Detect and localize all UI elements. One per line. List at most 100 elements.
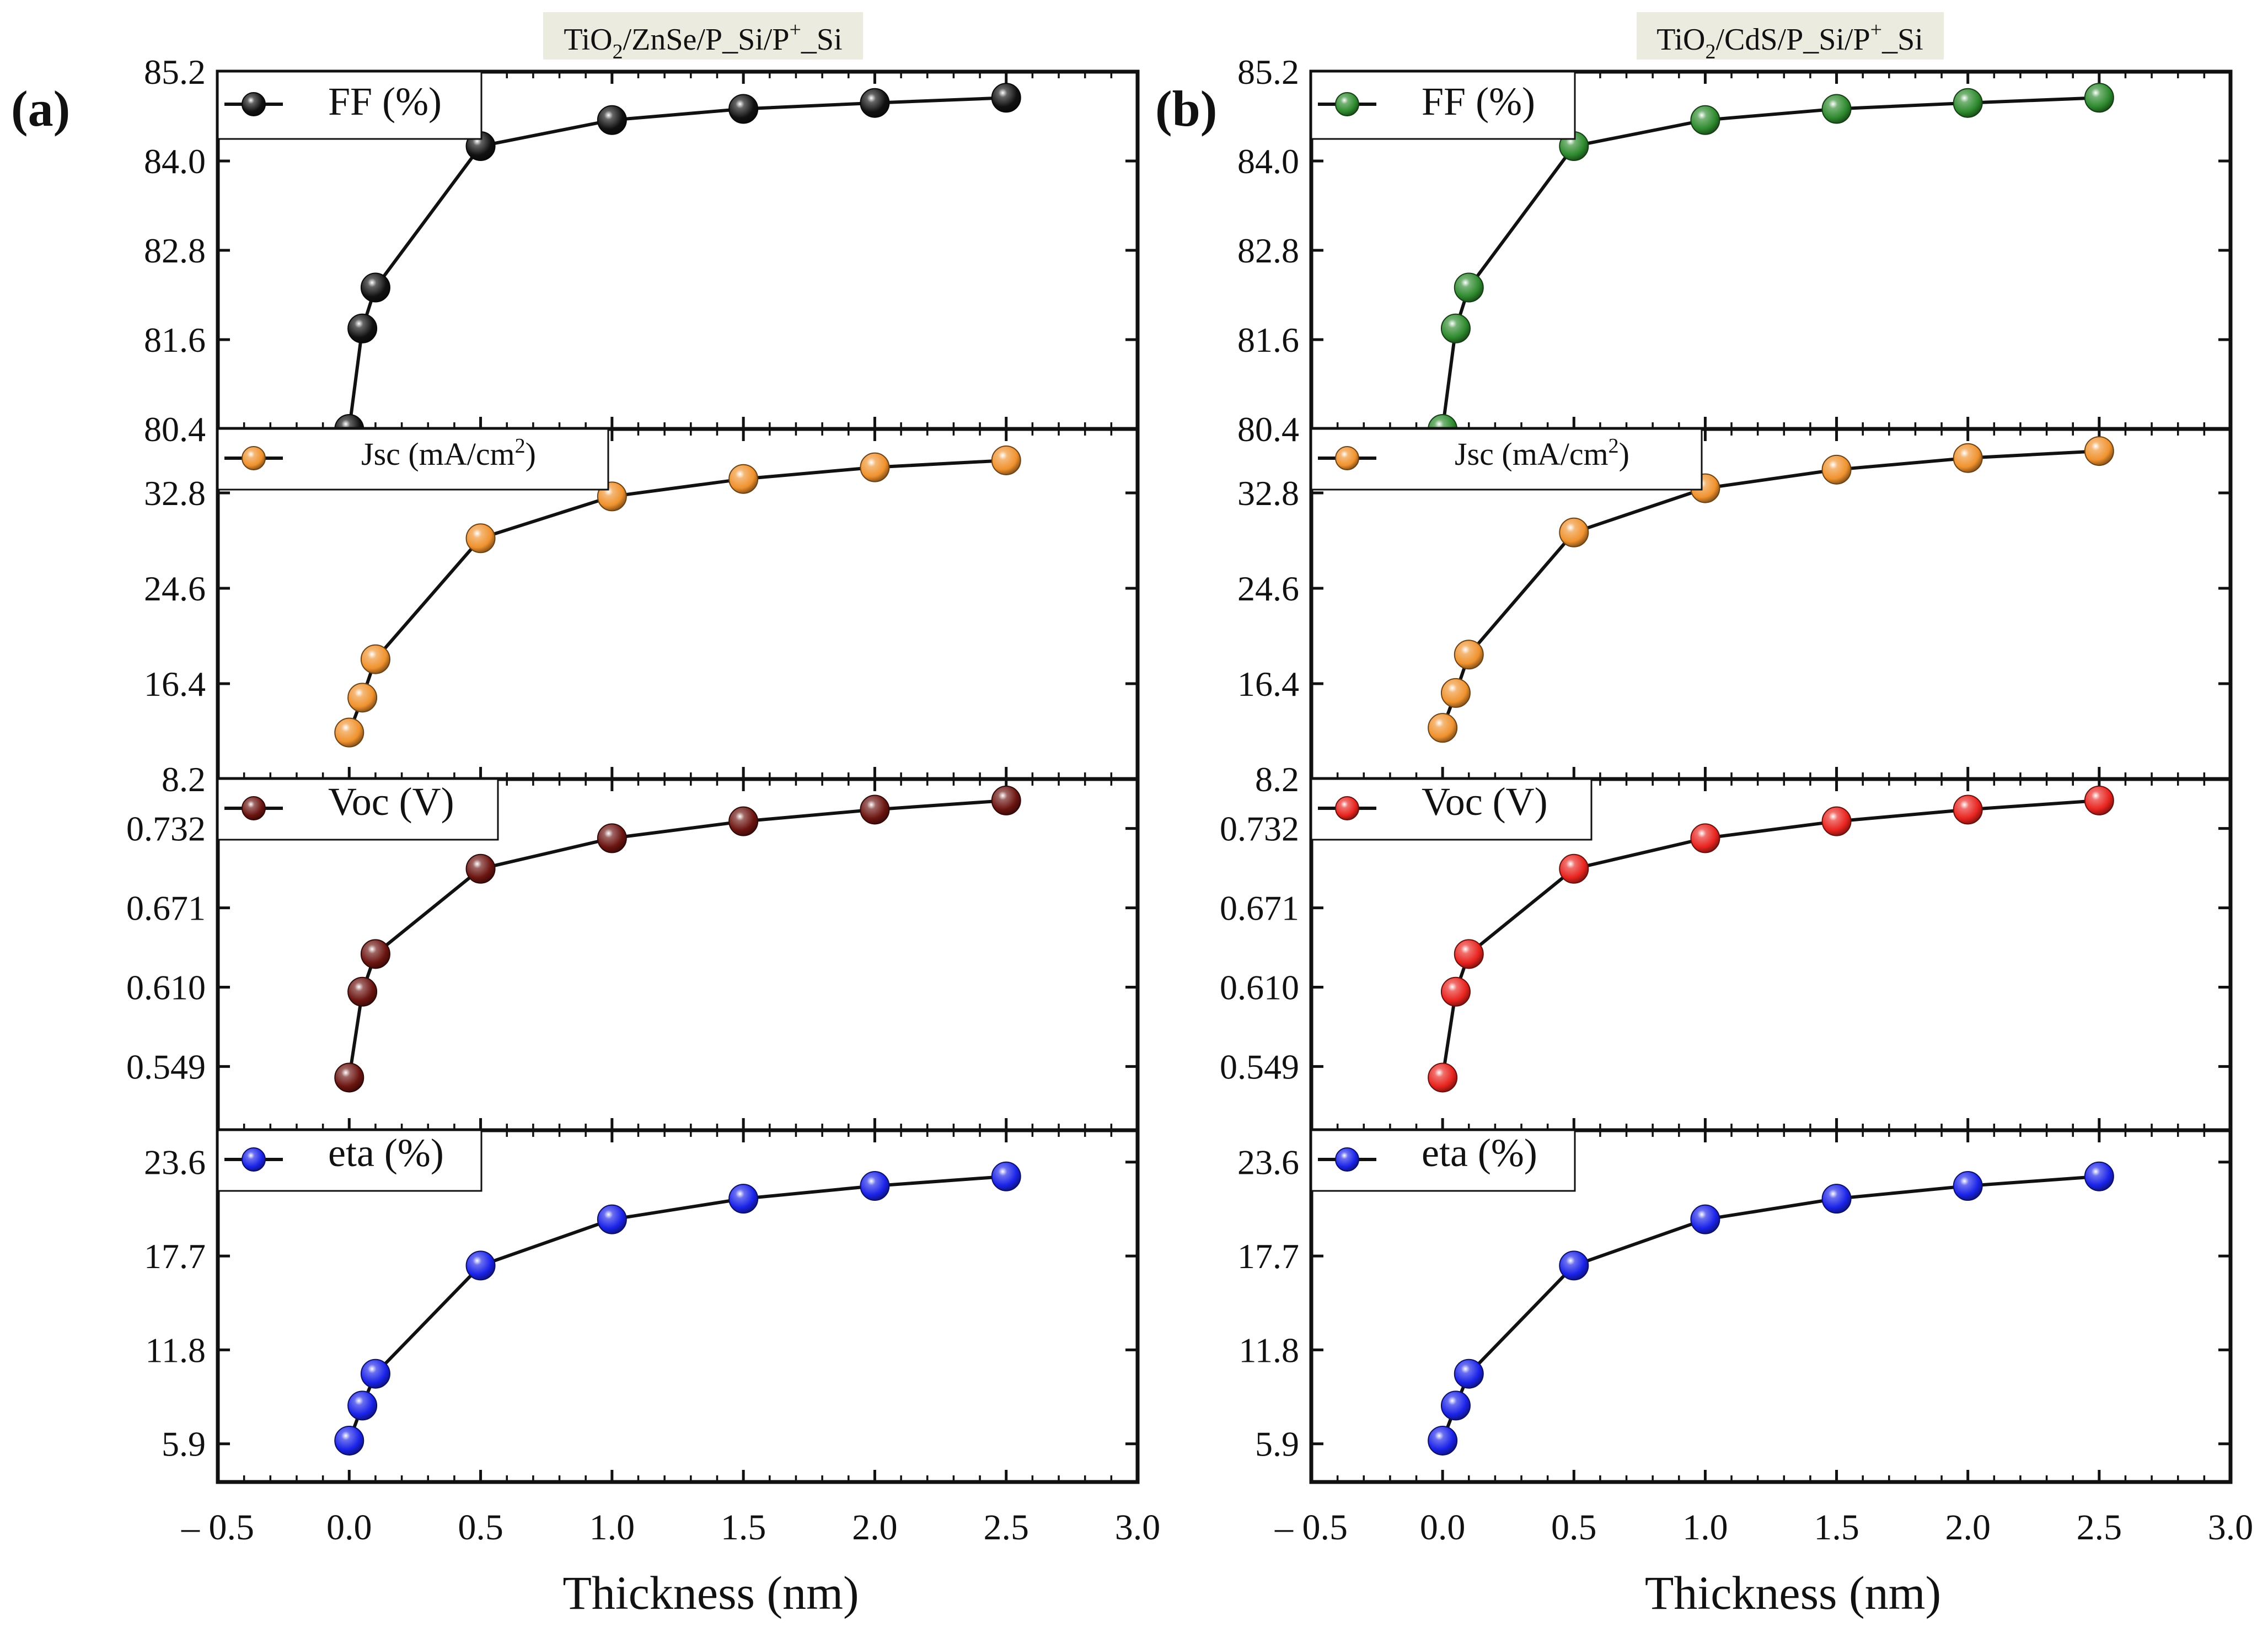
- data-point: [597, 823, 627, 853]
- data-point: [860, 794, 890, 825]
- data-point: [2084, 785, 2114, 815]
- title-part: /ZnSe/P_Si/P: [623, 23, 790, 57]
- panel-letter: (a): [11, 80, 70, 137]
- subplot-ff: 85.2 84.0 82.8 81.6 80.4 FF (%): [1237, 52, 2233, 449]
- title-part: TiO: [1656, 23, 1705, 57]
- panel-a: (a)TiO2/ZnSe/P_Si/P+_Si85.284.082.881.68…: [11, 12, 1160, 1619]
- y-tick-label: 8.2: [162, 760, 206, 799]
- legend: FF (%): [1310, 71, 1576, 140]
- y-tick-label: 84.0: [1237, 142, 1299, 181]
- y-tick-label: 0.671: [1220, 889, 1299, 928]
- y-tick-label: 0.549: [126, 1047, 206, 1086]
- data-point: [1454, 640, 1484, 670]
- x-tick-label: 0.0: [1420, 1507, 1466, 1548]
- data-point: [860, 1171, 890, 1201]
- y-tick-label: 24.6: [1237, 569, 1299, 608]
- panel-letter: (b): [1155, 80, 1217, 137]
- data-point: [991, 83, 1021, 113]
- data-point: [334, 717, 364, 748]
- subplot-eta: 23.6 17.7 11.8 5.9 eta (%): [1237, 1128, 2233, 1484]
- y-tick-label: 23.6: [1237, 1143, 1299, 1182]
- data-point: [2084, 436, 2114, 466]
- y-tick-label: 5.9: [1255, 1425, 1299, 1464]
- y-tick-label: 81.6: [1237, 320, 1299, 359]
- legend-label-part: ): [526, 436, 536, 472]
- data-point: [1821, 806, 1852, 836]
- legend-marker: [1335, 796, 1359, 820]
- data-point: [1559, 853, 1589, 884]
- y-tick-label: 80.4: [1237, 410, 1299, 449]
- legend-label: Jsc (mA/cm2): [1455, 434, 1629, 472]
- data-point: [1953, 1171, 1983, 1201]
- data-point: [334, 1425, 364, 1456]
- legend: Jsc (mA/cm2): [1310, 428, 1703, 491]
- data-point: [2084, 1161, 2114, 1191]
- y-tick-label: 32.8: [144, 474, 206, 513]
- x-tick-label: 0.5: [458, 1507, 503, 1548]
- data-point: [1428, 1425, 1458, 1456]
- y-tick-label: 17.7: [1237, 1237, 1299, 1276]
- legend-superscript: 2: [515, 434, 526, 458]
- y-tick-label: 85.2: [144, 52, 206, 92]
- data-point: [860, 88, 890, 118]
- x-tick-label: 2.5: [2077, 1507, 2122, 1548]
- data-point: [360, 939, 390, 969]
- x-tick-label: – 0.5: [1274, 1507, 1348, 1548]
- data-point: [1559, 1250, 1589, 1281]
- subplot-ff: 85.2 84.0 82.8 81.6 80.4 FF (%): [144, 52, 1140, 449]
- data-point: [728, 464, 759, 494]
- y-tick-label: 5.9: [162, 1425, 206, 1464]
- data-point: [728, 806, 759, 836]
- data-point: [1690, 1204, 1720, 1234]
- legend-label: FF (%): [1422, 79, 1535, 123]
- plot-frame: [216, 1128, 1140, 1484]
- legend: Jsc (mA/cm2): [217, 428, 609, 491]
- x-tick-label: 0.0: [326, 1507, 372, 1548]
- title-part: _Si: [801, 23, 843, 57]
- y-tick-label: 0.671: [126, 889, 206, 928]
- y-tick-label: 24.6: [144, 569, 206, 608]
- data-point: [360, 644, 390, 674]
- data-point: [1690, 823, 1720, 853]
- y-tick-label: 84.0: [144, 142, 206, 181]
- series-line: [1441, 798, 2100, 1078]
- y-tick-label: 80.4: [144, 410, 206, 449]
- legend-label-part: Jsc (mA/cm: [1455, 436, 1608, 472]
- data-point: [1454, 272, 1484, 303]
- data-point: [1821, 454, 1852, 485]
- data-point: [1440, 678, 1471, 708]
- data-point: [860, 452, 890, 482]
- legend-label: eta (%): [1422, 1131, 1537, 1175]
- data-point: [991, 785, 1021, 815]
- legend: eta (%): [217, 1129, 482, 1192]
- legend-marker: [1335, 1147, 1359, 1172]
- legend-marker: [242, 446, 266, 470]
- data-point: [991, 1161, 1021, 1191]
- data-point: [465, 1250, 496, 1281]
- subplot-eta: 23.6 17.7 11.8 5.9 eta (%): [144, 1128, 1140, 1484]
- panel-title-background: [1637, 12, 1944, 60]
- y-tick-label: 0.732: [126, 809, 206, 849]
- y-tick-label: 11.8: [1238, 1330, 1299, 1370]
- x-tick-label: 2.0: [852, 1507, 898, 1548]
- title-superscript: +: [789, 18, 801, 41]
- x-tick-label: 2.5: [983, 1507, 1029, 1548]
- data-point: [728, 1184, 759, 1214]
- y-tick-label: 8.2: [1255, 760, 1299, 799]
- x-tick-label: 1.5: [1814, 1507, 1859, 1548]
- x-axis-title: Thickness (nm): [562, 1566, 859, 1619]
- data-point: [1454, 1358, 1484, 1389]
- data-point: [347, 976, 378, 1007]
- y-tick-label: 81.6: [144, 320, 206, 359]
- y-tick-label: 0.732: [1220, 809, 1299, 849]
- series-line: [347, 459, 1006, 733]
- series-line: [347, 96, 1006, 429]
- y-tick-label: 85.2: [1237, 52, 1299, 92]
- data-point: [597, 105, 627, 135]
- y-tick-label: 0.610: [1220, 968, 1299, 1007]
- title-subscript: 2: [613, 40, 623, 63]
- subplot-jsc: 32.8 24.6 16.4 8.2 Jsc (mA/cm2): [1237, 427, 2233, 799]
- legend-label: FF (%): [328, 79, 442, 123]
- data-point: [1440, 313, 1471, 343]
